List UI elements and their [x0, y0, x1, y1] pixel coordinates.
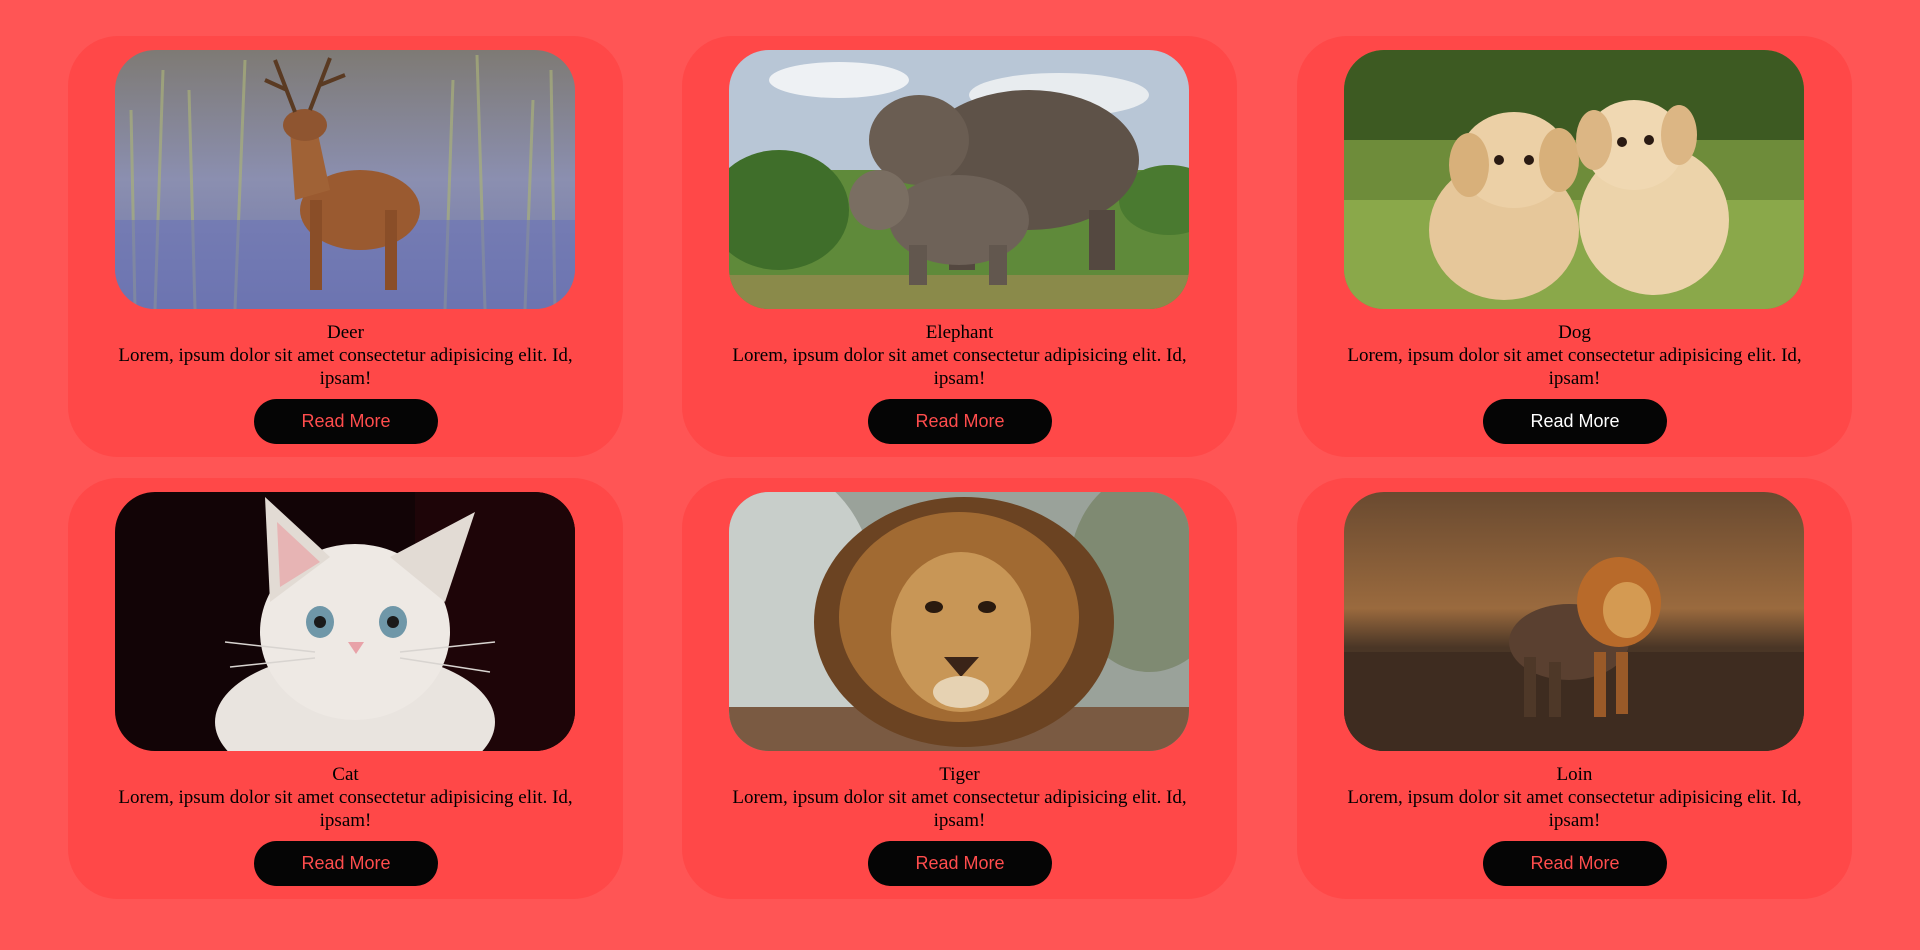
dog-image: [1344, 50, 1804, 309]
card-title: Dog: [1558, 322, 1591, 343]
card-description: Lorem, ipsum dolor sit amet consectetur …: [118, 345, 573, 389]
read-more-button[interactable]: Read More: [1483, 841, 1667, 886]
loin-image: [1344, 492, 1804, 751]
card-deer: Deer Lorem, ipsum dolor sit amet consect…: [68, 36, 623, 457]
cat-image: [115, 492, 575, 751]
read-more-button[interactable]: Read More: [254, 399, 438, 444]
card-description: Lorem, ipsum dolor sit amet consectetur …: [732, 787, 1187, 831]
card-cat: Cat Lorem, ipsum dolor sit amet consecte…: [68, 478, 623, 899]
read-more-button[interactable]: Read More: [868, 841, 1052, 886]
card-title: Tiger: [939, 764, 980, 785]
card-description: Lorem, ipsum dolor sit amet consectetur …: [1347, 345, 1802, 389]
read-more-button[interactable]: Read More: [254, 841, 438, 886]
card-elephant: Elephant Lorem, ipsum dolor sit amet con…: [682, 36, 1237, 457]
card-title: Elephant: [925, 322, 994, 343]
card-tiger: Tiger Lorem, ipsum dolor sit amet consec…: [682, 478, 1237, 899]
card-loin: Loin Lorem, ipsum dolor sit amet consect…: [1297, 478, 1852, 899]
read-more-button[interactable]: Read More: [1483, 399, 1667, 444]
read-more-button[interactable]: Read More: [868, 399, 1052, 444]
tiger-image: [729, 492, 1189, 751]
card-dog: Dog Lorem, ipsum dolor sit amet consecte…: [1297, 36, 1852, 457]
card-description: Lorem, ipsum dolor sit amet consectetur …: [118, 787, 573, 831]
elephant-image: [729, 50, 1189, 309]
card-description: Lorem, ipsum dolor sit amet consectetur …: [732, 345, 1187, 389]
card-title: Deer: [327, 322, 364, 343]
card-title: Cat: [332, 764, 359, 785]
deer-image: [115, 50, 575, 309]
card-description: Lorem, ipsum dolor sit amet consectetur …: [1347, 787, 1802, 831]
card-title: Loin: [1556, 764, 1593, 785]
